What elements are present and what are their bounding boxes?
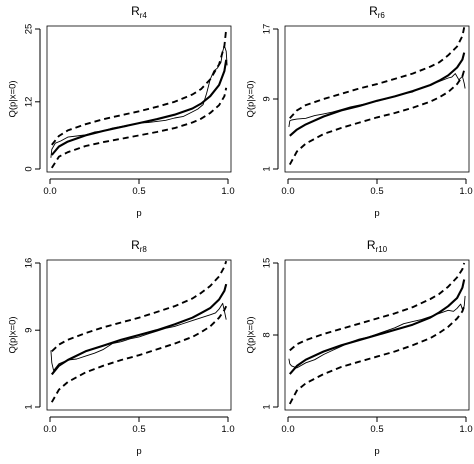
y-tick-label: 0 <box>24 166 35 171</box>
panel-title: Rr6 <box>369 4 385 20</box>
y-tick-label: 9 <box>24 328 35 333</box>
y-tick-label: 8 <box>262 332 273 337</box>
y-axis-label: Q(p|x=0) <box>246 80 257 117</box>
panel-title-main: R <box>367 238 376 252</box>
panel-title: Rr10 <box>367 238 388 254</box>
y-tick-label: 17 <box>262 24 273 35</box>
series-line-dashed <box>289 262 466 352</box>
x-tick-label: 1.0 <box>459 186 472 197</box>
y-tick-label: 12 <box>24 97 35 108</box>
plot-frame <box>284 259 470 411</box>
panel-title-main: R <box>131 238 140 252</box>
panel-1: Rr4 0.0 0.5 1.0 p 0 12 25 Q(p|x=0) <box>8 4 235 219</box>
panel-title-main: R <box>131 4 140 18</box>
x-axis-label: p <box>374 446 379 457</box>
plot-frame <box>46 259 232 411</box>
series-line-solid-thick <box>289 279 466 375</box>
x-tick-label: 0.0 <box>281 424 294 435</box>
panel-title: Rr8 <box>131 238 147 254</box>
panel-title-sub: r4 <box>140 11 148 20</box>
x-tick-label: 0.0 <box>43 424 56 435</box>
y-tick-label: 1 <box>262 166 273 171</box>
x-axis-label: p <box>136 446 141 457</box>
x-tick-label: 1.0 <box>459 424 472 435</box>
panel-2: Rr6 0.0 0.5 1.0 p 1 9 17 Q(p|x=0) <box>246 4 473 219</box>
panel-title: Rr4 <box>131 4 147 20</box>
panel-3: Rr8 0.0 0.5 1.0 p 1 9 16 Q(p|x=0) <box>8 238 235 457</box>
y-tick-label: 16 <box>24 258 35 269</box>
series-line-solid-thin <box>288 73 466 128</box>
x-tick-label: 0.5 <box>132 424 145 435</box>
series-line-solid-thick <box>289 52 466 137</box>
series-line-dashed <box>289 27 466 119</box>
x-tick-label: 0.0 <box>281 186 294 197</box>
y-axis-label: Q(p|x=0) <box>246 316 257 353</box>
y-tick-label: 25 <box>24 24 35 35</box>
x-tick-label: 1.0 <box>221 424 234 435</box>
series-line-solid-thin <box>288 295 466 369</box>
y-tick-label: 9 <box>262 96 273 101</box>
y-tick-label: 1 <box>24 404 35 409</box>
y-axis-label: Q(p|x=0) <box>8 316 19 353</box>
series-line-dashed <box>51 28 228 146</box>
series-line-solid-thick <box>50 59 228 156</box>
plot-frame <box>46 25 232 173</box>
series-line-dashed <box>51 260 228 352</box>
panel-4: Rr10 0.0 0.5 1.0 p 1 8 15 Q(p|x=0) <box>246 238 473 457</box>
series-line-dashed <box>50 87 228 169</box>
series-line-dashed <box>288 69 466 166</box>
y-tick-label: 15 <box>262 258 273 269</box>
panel-title-main: R <box>369 4 378 18</box>
panel-title-sub: r10 <box>376 245 388 254</box>
y-axis-label: Q(p|x=0) <box>8 80 19 117</box>
x-tick-label: 0.5 <box>370 424 383 435</box>
plot-frame <box>284 25 470 173</box>
x-axis-label: p <box>374 208 379 219</box>
x-tick-label: 1.0 <box>221 186 234 197</box>
series-line-dashed <box>288 305 466 405</box>
panel-title-sub: r8 <box>140 245 148 254</box>
y-tick-label: 1 <box>262 404 273 409</box>
x-tick-label: 0.5 <box>132 186 145 197</box>
panel-title-sub: r6 <box>378 11 386 20</box>
x-axis-label: p <box>136 208 141 219</box>
series-line-dashed <box>50 305 228 403</box>
x-tick-label: 0.5 <box>370 186 383 197</box>
series-line-solid-thin <box>50 302 227 371</box>
x-tick-label: 0.0 <box>43 186 56 197</box>
series-line-solid-thick <box>50 283 228 376</box>
series-line-solid-thin <box>50 45 228 158</box>
